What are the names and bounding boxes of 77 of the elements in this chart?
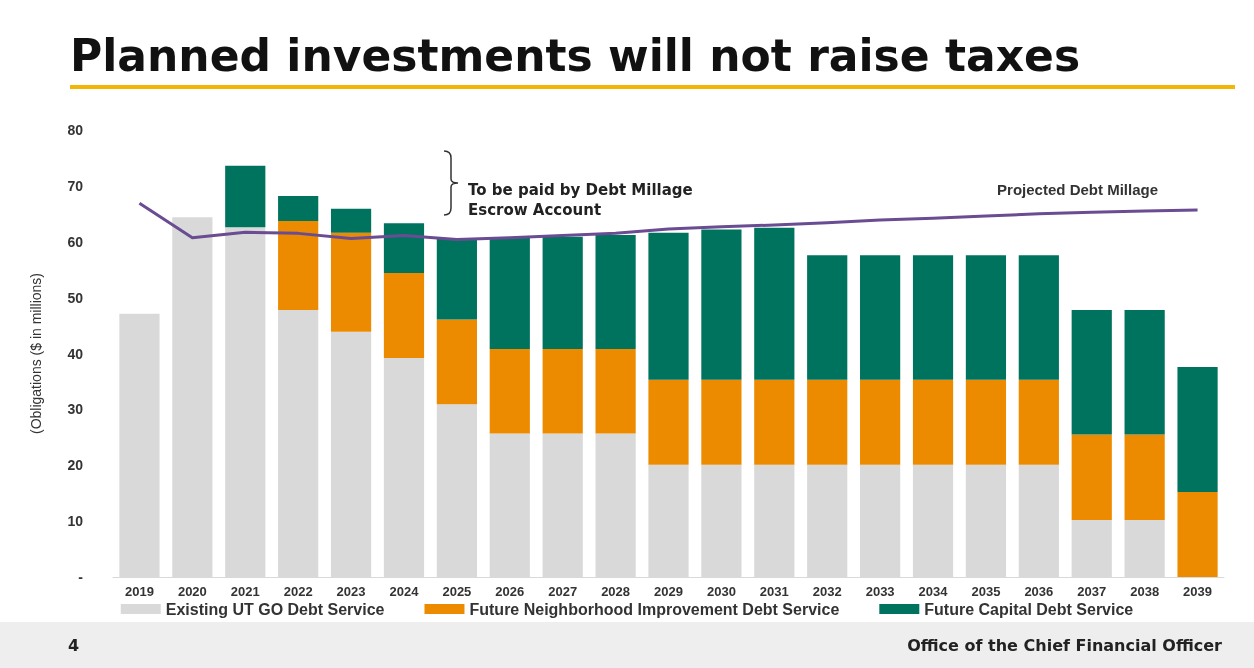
bar xyxy=(278,221,319,310)
bar xyxy=(225,165,266,228)
bar xyxy=(1124,309,1165,435)
x-tick-label: 2033 xyxy=(865,584,895,599)
text: Office of the Chief Financial Officer xyxy=(907,636,1222,655)
x-tick-label: 2025 xyxy=(442,584,472,599)
x-tick-label: 2031 xyxy=(759,584,789,599)
x-tick-label: 2027 xyxy=(548,584,578,599)
bar xyxy=(595,235,636,350)
y-tick-label: 60 xyxy=(67,233,84,250)
bar xyxy=(912,379,954,465)
bar xyxy=(701,229,742,380)
y-tick-label: - xyxy=(78,569,84,585)
bar xyxy=(754,379,795,465)
x-tick-label: 2024 xyxy=(389,584,420,599)
bar xyxy=(648,232,689,380)
x-tick-label: 2032 xyxy=(812,584,842,599)
x-tick-label: 2036 xyxy=(1024,584,1054,599)
bar xyxy=(912,255,954,380)
bar xyxy=(1177,366,1218,493)
x-tick-label: 2037 xyxy=(1077,584,1107,599)
x-tick-label: 2030 xyxy=(706,584,736,599)
bar xyxy=(1018,255,1059,380)
bar xyxy=(436,238,477,320)
bar xyxy=(542,236,583,350)
chart-title: Planned investments will not raise taxes xyxy=(70,30,1235,89)
annotation: To be paid by Debt Millage Escrow Account xyxy=(468,180,694,220)
x-tick-label: 2020 xyxy=(177,584,207,599)
bar xyxy=(595,349,636,434)
y-tick-label: 20 xyxy=(67,457,84,474)
bar xyxy=(542,349,583,434)
x-tick-label: 2021 xyxy=(230,584,260,599)
bar xyxy=(965,379,1007,465)
bar xyxy=(383,223,425,274)
bar xyxy=(1071,434,1112,521)
bar xyxy=(648,379,689,465)
y-tick-label: 80 xyxy=(67,122,84,138)
x-tick-label: 2019 xyxy=(124,584,154,599)
bar xyxy=(860,255,901,380)
bar xyxy=(383,273,425,358)
y-tick-label: 40 xyxy=(67,345,84,362)
bar xyxy=(489,349,530,434)
y-tick-label: 30 xyxy=(67,401,84,418)
bar xyxy=(701,379,742,465)
bar xyxy=(489,237,530,350)
series-label: Projected Debt Millage xyxy=(997,180,1158,198)
bar xyxy=(754,227,795,380)
y-tick-label: 10 xyxy=(67,513,84,530)
legend-label: Future Neighborhood Improvement Debt Service xyxy=(469,600,840,618)
x-tick-label: 2035 xyxy=(971,584,1001,599)
legend-label: Future Capital Debt Service xyxy=(924,600,1134,618)
bar xyxy=(1071,309,1112,435)
x-tick-label: 2026 xyxy=(495,584,525,599)
y-tick-label: 70 xyxy=(67,177,84,194)
x-tick-label: 2029 xyxy=(654,584,683,599)
x-tick-label: 2022 xyxy=(283,584,313,599)
bar xyxy=(330,232,372,332)
bar xyxy=(965,255,1007,380)
y-tick-label: 50 xyxy=(67,289,84,306)
x-tick-label: 2028 xyxy=(601,584,631,599)
x-tick-label: 2039 xyxy=(1183,584,1213,599)
bar xyxy=(278,195,319,222)
x-tick-label: 2038 xyxy=(1130,584,1160,599)
bar xyxy=(860,379,901,465)
bar xyxy=(1177,492,1218,577)
text: 4 xyxy=(68,636,80,655)
bar xyxy=(330,208,372,233)
bar xyxy=(436,319,477,405)
x-tick-label: 2034 xyxy=(918,584,949,599)
x-tick-label: 2023 xyxy=(336,584,366,599)
legend-label: Existing UT GO Debt Service xyxy=(165,600,385,618)
bar xyxy=(807,255,848,380)
line-series xyxy=(137,201,1200,242)
bar xyxy=(1124,434,1165,521)
bar xyxy=(1018,379,1059,465)
bar xyxy=(807,379,848,465)
y-axis-title: (Obligations ($ in millions) xyxy=(28,272,44,435)
